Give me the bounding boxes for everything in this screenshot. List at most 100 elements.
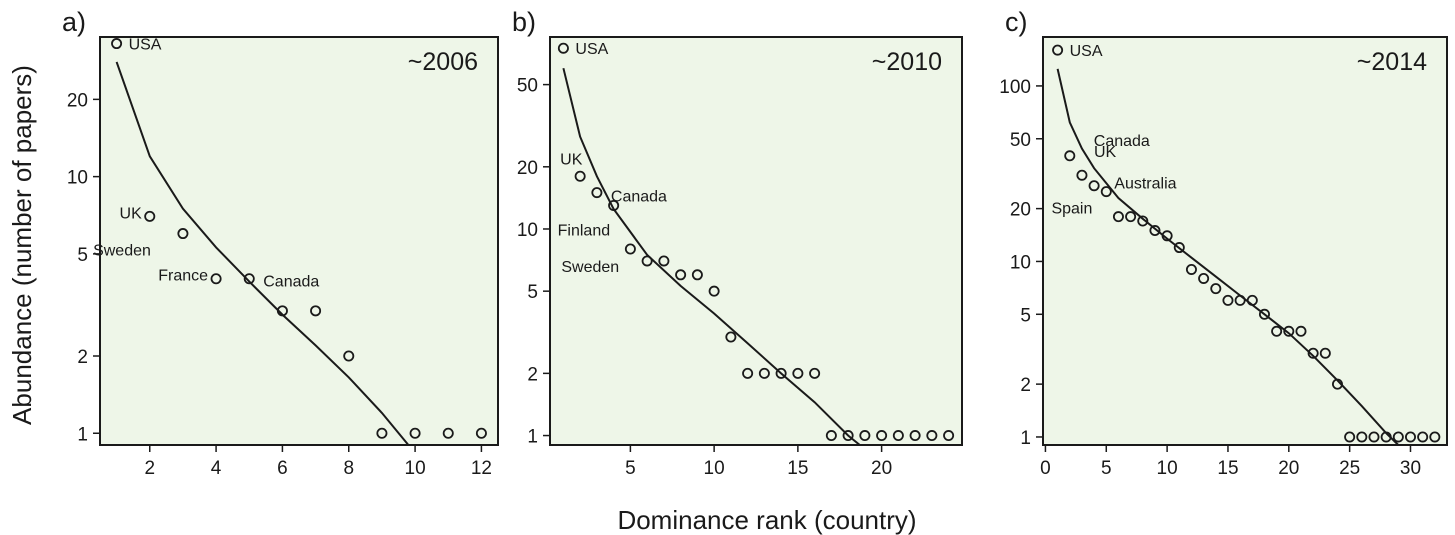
data-point	[1356, 431, 1368, 443]
data-point	[144, 210, 156, 222]
data-point	[725, 331, 737, 343]
data-point	[1258, 308, 1270, 320]
data-point	[1404, 431, 1416, 443]
data-point	[842, 430, 854, 442]
y-tick-label: 20	[67, 90, 88, 111]
data-point	[1246, 294, 1258, 306]
country-label: USA	[129, 37, 162, 54]
panel-letter: b)	[512, 7, 536, 37]
panel-2: b) ~2010 5 10 15 20 1 2 5 10 20 50 USA UK CanadaFinlan…	[512, 7, 963, 479]
data-point	[1234, 294, 1246, 306]
country-label: Finland	[558, 222, 610, 239]
data-point	[675, 269, 687, 281]
y-tick-label: 2	[77, 347, 88, 368]
x-tick-label: 12	[471, 458, 492, 479]
data-point	[926, 430, 938, 442]
data-point	[1064, 150, 1076, 162]
data-point	[310, 305, 322, 317]
data-point	[1210, 283, 1222, 295]
x-tick-label: 15	[1217, 458, 1238, 479]
fit-curve	[115, 61, 410, 445]
data-point	[758, 367, 770, 379]
plot-area	[1042, 36, 1448, 446]
data-point	[177, 228, 189, 240]
data-point	[1331, 378, 1343, 390]
data-point	[1319, 347, 1331, 359]
data-point	[1185, 263, 1197, 275]
y-tick-label: 100	[999, 77, 1031, 98]
data-point	[475, 427, 487, 439]
x-tick-label: 30	[1400, 458, 1421, 479]
data-point	[1295, 325, 1307, 337]
data-point	[409, 427, 421, 439]
data-point	[792, 367, 804, 379]
y-tick-label: 50	[517, 76, 538, 97]
data-point	[892, 430, 904, 442]
country-label: UK	[560, 151, 583, 168]
data-point	[1392, 431, 1404, 443]
data-point	[591, 187, 603, 199]
data-point	[1161, 230, 1173, 242]
panel-letter: c)	[1005, 7, 1028, 37]
y-tick-label: 1	[527, 427, 538, 448]
x-tick-label: 8	[343, 458, 354, 479]
data-point	[943, 430, 955, 442]
data-point	[276, 305, 288, 317]
data-point	[1429, 431, 1441, 443]
y-tick-label: 5	[77, 245, 88, 266]
data-point	[1198, 272, 1210, 284]
x-tick-label: 15	[787, 458, 808, 479]
data-point	[376, 427, 388, 439]
data-point	[641, 255, 653, 267]
period-label: ~2006	[408, 48, 478, 76]
data-point	[1125, 211, 1137, 223]
data-point	[1052, 44, 1064, 56]
data-point	[1112, 211, 1124, 223]
data-point	[1307, 347, 1319, 359]
period-label: ~2014	[1357, 48, 1427, 76]
y-tick-label: 10	[67, 168, 88, 189]
plot-area	[549, 36, 963, 446]
y-tick-label: 2	[527, 364, 538, 385]
country-label: Canada	[263, 274, 319, 291]
country-label: Australia	[1114, 176, 1176, 193]
x-tick-label: 10	[405, 458, 426, 479]
country-label: USA	[1070, 43, 1103, 60]
data-point	[111, 38, 123, 50]
country-label: UK	[1094, 144, 1117, 161]
data-point	[1088, 180, 1100, 192]
x-tick-label: 5	[1101, 458, 1112, 479]
country-label: USA	[575, 41, 608, 58]
data-point	[876, 430, 888, 442]
y-tick-label: 5	[1020, 305, 1031, 326]
y-tick-label: 20	[517, 158, 538, 179]
data-point	[608, 199, 620, 211]
data-point	[1271, 325, 1283, 337]
panel-letter: a)	[62, 7, 86, 37]
country-label: UK	[120, 205, 143, 222]
data-point	[343, 350, 355, 362]
country-label: Canada	[611, 189, 667, 206]
country-label: France	[158, 268, 208, 285]
data-point	[1368, 431, 1380, 443]
data-point	[1173, 242, 1185, 254]
y-tick-label: 10	[1010, 252, 1031, 273]
data-point	[825, 430, 837, 442]
y-tick-label: 10	[517, 220, 538, 241]
data-point	[691, 269, 703, 281]
x-axis-title: Dominance rank (country)	[617, 505, 916, 535]
data-point	[1076, 169, 1088, 181]
y-tick-label: 5	[527, 282, 538, 303]
country-label: Sweden	[93, 243, 151, 260]
x-tick-label: 4	[211, 458, 222, 479]
data-point	[574, 170, 586, 182]
y-tick-label: 1	[1020, 428, 1031, 449]
x-tick-label: 2	[144, 458, 155, 479]
data-point	[1149, 225, 1161, 237]
data-point	[708, 285, 720, 297]
data-point	[442, 427, 454, 439]
